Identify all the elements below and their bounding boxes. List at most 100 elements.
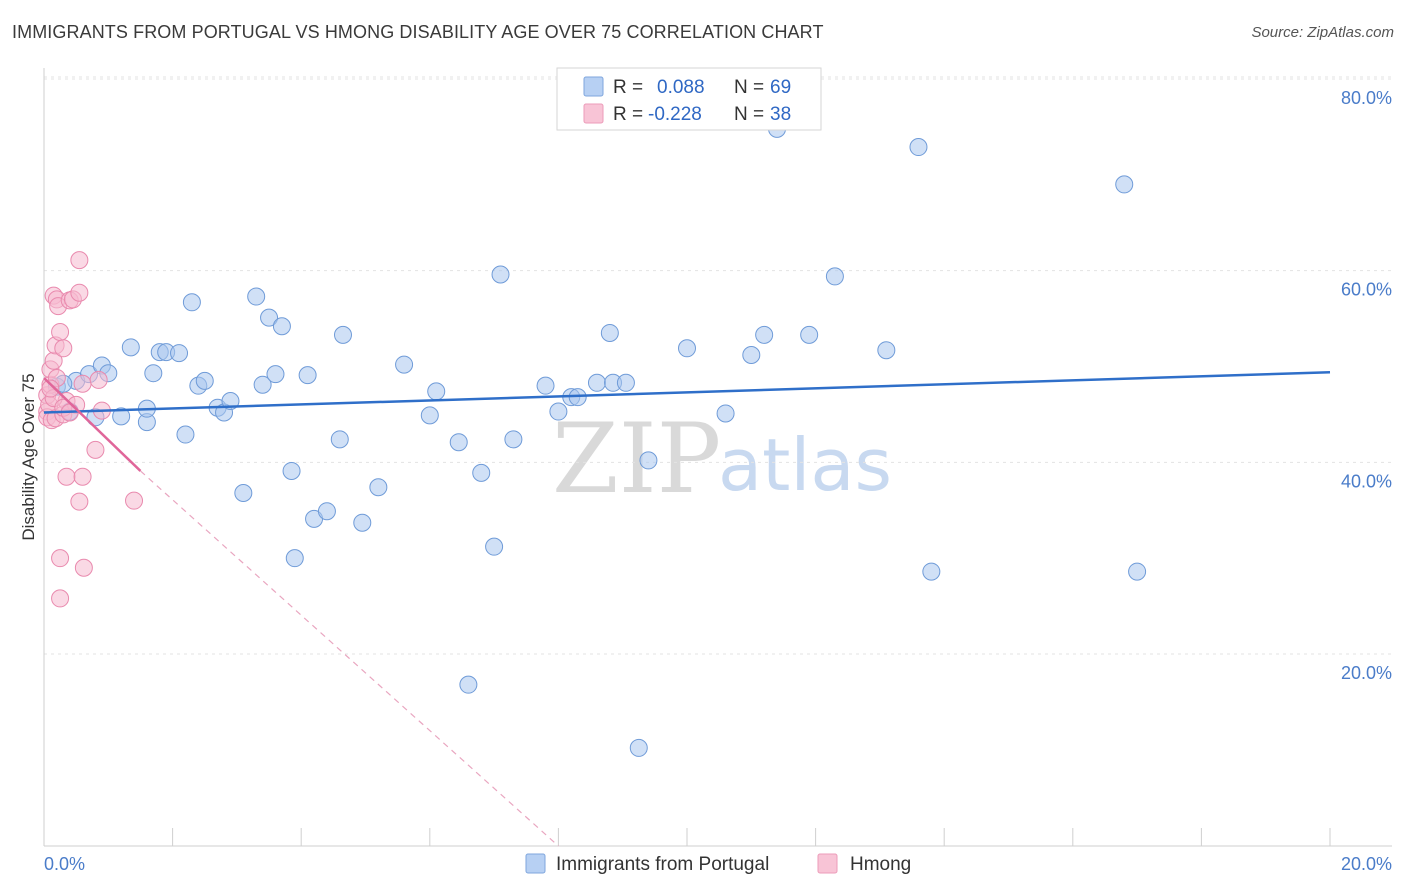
series-legend-swatch-portugal	[525, 853, 546, 874]
y-tick-label-20: 20.0%	[1341, 663, 1392, 683]
legend-n-label-hmong: N =	[734, 104, 764, 125]
point-portugal-39	[427, 382, 446, 401]
point-portugal-33	[330, 430, 349, 449]
point-portugal-15	[176, 425, 195, 444]
point-portugal-37	[395, 355, 414, 374]
point-portugal-62	[825, 267, 844, 286]
point-hmong-36	[41, 379, 60, 398]
point-portugal-64	[909, 138, 928, 157]
watermark: ZIP atlas	[552, 403, 892, 515]
point-portugal-45	[504, 430, 523, 449]
point-portugal-11	[144, 364, 163, 383]
point-hmong-29	[74, 558, 93, 577]
legend-n-value-hmong: 38	[770, 104, 791, 125]
point-portugal-54	[629, 738, 648, 757]
point-portugal-16	[182, 293, 201, 312]
point-hmong-30	[86, 440, 105, 459]
chart-source: Source: ZipAtlas.com	[1251, 24, 1394, 41]
point-portugal-8	[121, 338, 140, 357]
point-hmong-28	[73, 467, 92, 486]
watermark-atlas: atlas	[718, 423, 892, 507]
legend-n-value-portugal: 69	[770, 77, 791, 98]
chart-title: IMMIGRANTS FROM PORTUGAL VS HMONG DISABI…	[12, 22, 824, 42]
legend-swatch-portugal	[583, 76, 604, 97]
point-portugal-34	[333, 325, 352, 344]
point-hmong-33	[125, 491, 144, 510]
point-portugal-51	[600, 323, 619, 342]
trend-line-hmong-extension	[140, 470, 559, 847]
point-portugal-7	[112, 407, 131, 426]
gridlines	[44, 76, 1392, 655]
point-hmong-15	[51, 549, 70, 568]
point-portugal-44	[491, 265, 510, 284]
point-portugal-63	[877, 341, 896, 360]
point-hmong-14	[51, 323, 70, 341]
y-axis-label: Disability Age Over 75	[19, 373, 38, 540]
point-portugal-18	[195, 371, 214, 390]
legend-r-label-hmong: R =	[613, 104, 643, 125]
x-tick-label-min: 0.0%	[44, 854, 85, 874]
point-portugal-58	[742, 346, 761, 364]
point-portugal-55	[639, 451, 658, 470]
point-hmong-31	[89, 370, 108, 389]
point-portugal-27	[272, 317, 291, 336]
point-portugal-21	[221, 392, 240, 410]
point-portugal-40	[449, 433, 468, 452]
point-portugal-59	[755, 325, 774, 344]
point-portugal-43	[485, 537, 504, 556]
trend-lines	[43, 371, 1331, 847]
point-portugal-32	[317, 502, 336, 521]
legend-r-value-portugal: 0.088	[657, 77, 705, 98]
series-legend-swatch-hmong	[817, 853, 838, 874]
watermark-zip: ZIP	[552, 403, 721, 515]
legend-r-value-hmong: -0.228	[648, 104, 702, 125]
point-portugal-50	[587, 373, 606, 392]
point-portugal-14	[170, 344, 189, 363]
point-portugal-36	[369, 478, 388, 497]
x-ticks	[43, 828, 1331, 846]
point-portugal-61	[800, 325, 819, 344]
series-legend-label-portugal: Immigrants from Portugal	[556, 854, 769, 875]
legend-swatch-hmong	[583, 103, 604, 124]
point-portugal-25	[260, 308, 279, 327]
point-hmong-17	[54, 339, 73, 358]
point-portugal-22	[234, 484, 253, 502]
point-hmong-25	[70, 251, 89, 270]
point-portugal-53	[616, 373, 635, 392]
point-portugal-26	[266, 365, 285, 384]
trend-line-hmong	[43, 377, 142, 472]
point-portugal-46	[536, 376, 555, 395]
point-portugal-29	[285, 549, 304, 568]
y-tick-label-80: 80.0%	[1341, 88, 1392, 108]
y-tick-label-40: 40.0%	[1341, 471, 1392, 491]
point-hmong-24	[70, 283, 89, 302]
point-portugal-47	[549, 402, 568, 421]
x-tick-label-max: 20.0%	[1341, 854, 1392, 874]
y-tick-label-60: 60.0%	[1341, 280, 1392, 300]
point-hmong-27	[73, 374, 92, 393]
point-portugal-41	[459, 675, 478, 694]
series-legend-label-hmong: Hmong	[850, 854, 911, 875]
point-portugal-65	[922, 562, 941, 581]
point-portugal-28	[282, 461, 301, 480]
legend-r-label-portugal: R =	[613, 77, 643, 98]
point-portugal-35	[353, 513, 372, 532]
legend-n-label-portugal: N =	[734, 77, 764, 98]
point-portugal-23	[247, 287, 266, 306]
point-portugal-30	[298, 366, 317, 385]
trend-line-portugal	[43, 371, 1331, 414]
point-portugal-42	[472, 463, 491, 482]
point-portugal-67	[1128, 562, 1147, 581]
point-portugal-24	[253, 375, 272, 394]
axes	[43, 68, 1392, 847]
point-portugal-57	[716, 404, 735, 423]
point-hmong-16	[51, 589, 70, 608]
series-legend: Immigrants from Portugal Hmong	[525, 853, 911, 875]
y-tick-labels: 20.0% 40.0% 60.0% 80.0%	[1341, 88, 1392, 683]
point-portugal-66	[1115, 175, 1134, 194]
point-hmong-26	[70, 492, 89, 511]
stats-legend: R = 0.088 N = 69 R = -0.228 N = 38	[556, 67, 822, 131]
point-hmong-20	[57, 467, 76, 486]
point-portugal-38	[420, 406, 439, 425]
